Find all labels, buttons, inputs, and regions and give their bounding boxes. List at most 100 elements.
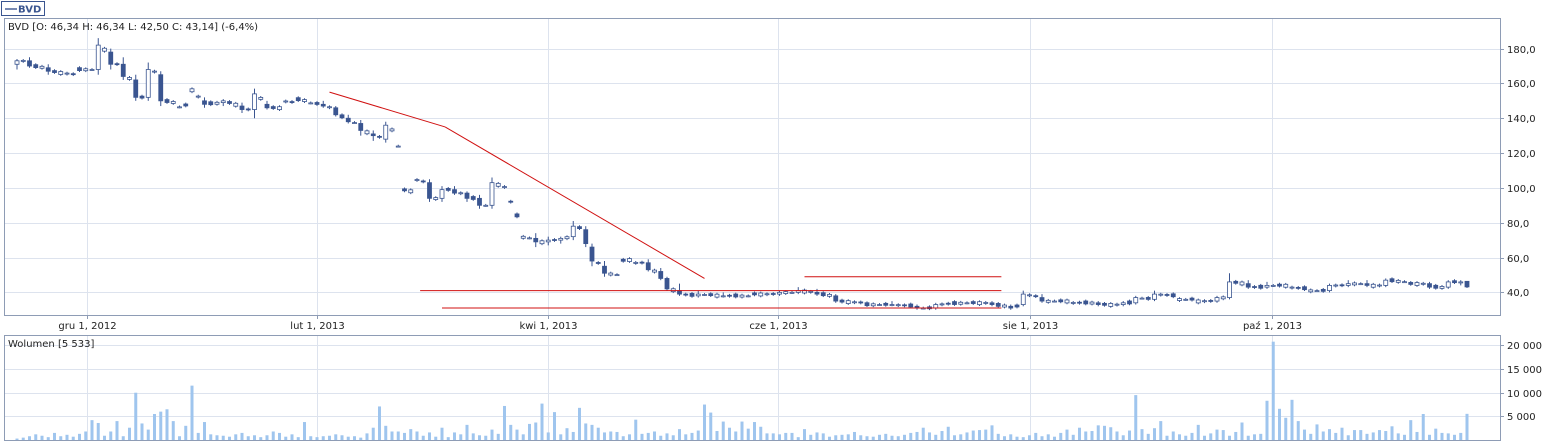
volume-bar <box>634 419 638 440</box>
candle-down <box>839 299 845 303</box>
volume-bar <box>490 429 494 440</box>
legend-tab-frame <box>1 1 45 16</box>
volume-bar <box>1240 422 1244 440</box>
volume-bar <box>1346 435 1350 440</box>
volume-bar <box>1390 426 1394 440</box>
candle-down <box>345 117 351 123</box>
volume-bar <box>134 392 138 440</box>
volume-bar <box>1328 429 1331 440</box>
candle-up <box>1414 282 1420 286</box>
volume-bar <box>1290 399 1294 440</box>
volume-bar <box>459 434 463 440</box>
candle-down <box>1058 299 1064 303</box>
volume-bar <box>1096 425 1100 440</box>
volume-bar <box>984 429 988 440</box>
volume-bar <box>878 434 881 440</box>
volume-bar <box>1090 431 1094 440</box>
candle-up <box>939 303 945 306</box>
candle-up <box>102 47 107 52</box>
trend-line[interactable] <box>329 91 446 128</box>
volume-bar <box>1078 427 1081 440</box>
date-tick-label: lut 1, 2013 <box>290 321 344 332</box>
candle-down <box>108 51 114 65</box>
candle-down <box>1077 301 1082 304</box>
volume-bar <box>1203 435 1206 440</box>
volume-bar <box>709 412 713 440</box>
volume-bar <box>359 437 363 440</box>
candle-up <box>408 189 414 194</box>
candle-down <box>970 301 976 304</box>
candle-up <box>808 290 814 293</box>
volume-panel-frame <box>4 335 1501 441</box>
volume-bar <box>1140 429 1144 440</box>
volume-bar <box>559 434 563 440</box>
volume-bar <box>859 435 863 440</box>
candle-up <box>745 295 751 298</box>
legend-tab[interactable]: BVD <box>1 1 45 16</box>
candle-up <box>627 258 632 262</box>
price-y-axis: 40,0 60,0 80,0 100,0 120,0 140,0 160,0 180,0 <box>1500 45 1536 299</box>
candle-up <box>1214 297 1220 302</box>
volume-bar <box>1309 433 1313 440</box>
volume-bar <box>1415 431 1419 440</box>
candle-up <box>1308 289 1314 293</box>
candle-down <box>1427 283 1432 288</box>
volume-bar <box>1465 413 1469 440</box>
candle-up <box>258 96 264 100</box>
volume-bar <box>1165 435 1169 440</box>
candle-down <box>289 101 295 103</box>
volume-bar <box>234 434 238 440</box>
candle-down <box>677 290 682 295</box>
volume-bar <box>1359 430 1363 440</box>
candle-down <box>320 103 326 107</box>
volume-info-label: Wolumen [5 533] <box>8 339 94 350</box>
candle-down <box>227 101 232 104</box>
candle-up <box>1358 283 1364 286</box>
volume-bar <box>790 432 794 440</box>
candle-up <box>1108 303 1114 307</box>
volume-bar <box>353 436 356 440</box>
volume-bar <box>515 429 519 440</box>
volume-bar <box>190 385 194 440</box>
candle-up <box>1052 300 1057 303</box>
candle-down <box>52 70 57 73</box>
candle-down <box>314 102 320 105</box>
volume-bar <box>178 436 181 440</box>
candle-down <box>770 293 776 295</box>
candle-down <box>883 302 889 306</box>
volume-bar <box>934 434 938 440</box>
candle-down <box>1364 283 1370 286</box>
candle-down <box>1452 280 1457 284</box>
candle-up <box>520 235 526 239</box>
volume-bar <box>15 438 19 440</box>
volume-bar <box>940 431 944 440</box>
price-tick-label: 120,0 <box>1507 149 1536 160</box>
candle-down <box>139 95 145 99</box>
candle-up <box>739 294 745 298</box>
date-x-axis: gru 1, 2012 lut 1, 2013 kwi 1, 2013 cze 1, … <box>58 315 1302 332</box>
candle-down <box>1258 284 1264 289</box>
candle-up <box>958 301 964 305</box>
candle-up <box>1333 284 1339 287</box>
volume-panel: 5 000 10 000 15 000 20 000 Wolumen [5 533] <box>4 335 1542 441</box>
volume-bar <box>284 436 288 440</box>
volume-bar <box>946 426 950 440</box>
volume-bar <box>840 434 844 440</box>
volume-bar <box>1053 436 1056 440</box>
candle-down <box>814 291 820 295</box>
price-tick-label: 160,0 <box>1507 79 1536 90</box>
candle-down <box>1083 300 1089 305</box>
volume-bar <box>384 425 388 440</box>
candle-up <box>283 100 289 103</box>
price-tick-label: 40,0 <box>1507 288 1529 299</box>
volume-bar <box>928 432 931 440</box>
candle-down <box>945 302 951 305</box>
trend-line[interactable] <box>444 126 705 279</box>
candle-down <box>514 213 520 218</box>
volume-bar <box>315 437 319 440</box>
volume-bar <box>1403 434 1406 440</box>
candle-down <box>752 292 757 296</box>
volume-bar <box>78 433 81 440</box>
candle-up <box>1283 283 1289 288</box>
volume-bar <box>346 436 350 440</box>
